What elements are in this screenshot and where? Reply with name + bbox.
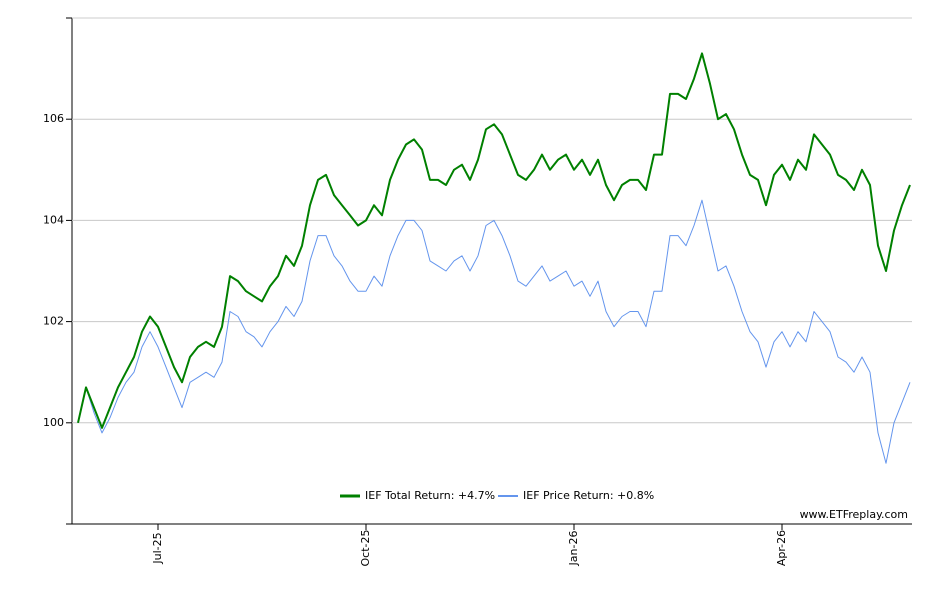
x-tick-label: Jan-26	[567, 531, 580, 567]
x-tick-label: Apr-26	[775, 530, 788, 566]
y-tick-label: 100	[43, 416, 64, 429]
line	[77, 199, 911, 464]
y-tick-label: 104	[43, 213, 64, 226]
x-tick-label: Oct-25	[359, 530, 372, 567]
line	[77, 52, 911, 429]
y-tick-label: 106	[43, 112, 64, 125]
x-tick-label: Jul-25	[151, 532, 164, 564]
watermark: www.ETFreplay.com	[800, 508, 908, 521]
y-tick-label: 102	[43, 315, 64, 328]
legend-label: IEF Price Return: +0.8%	[523, 489, 654, 502]
legend-label: IEF Total Return: +4.7%	[365, 489, 495, 502]
